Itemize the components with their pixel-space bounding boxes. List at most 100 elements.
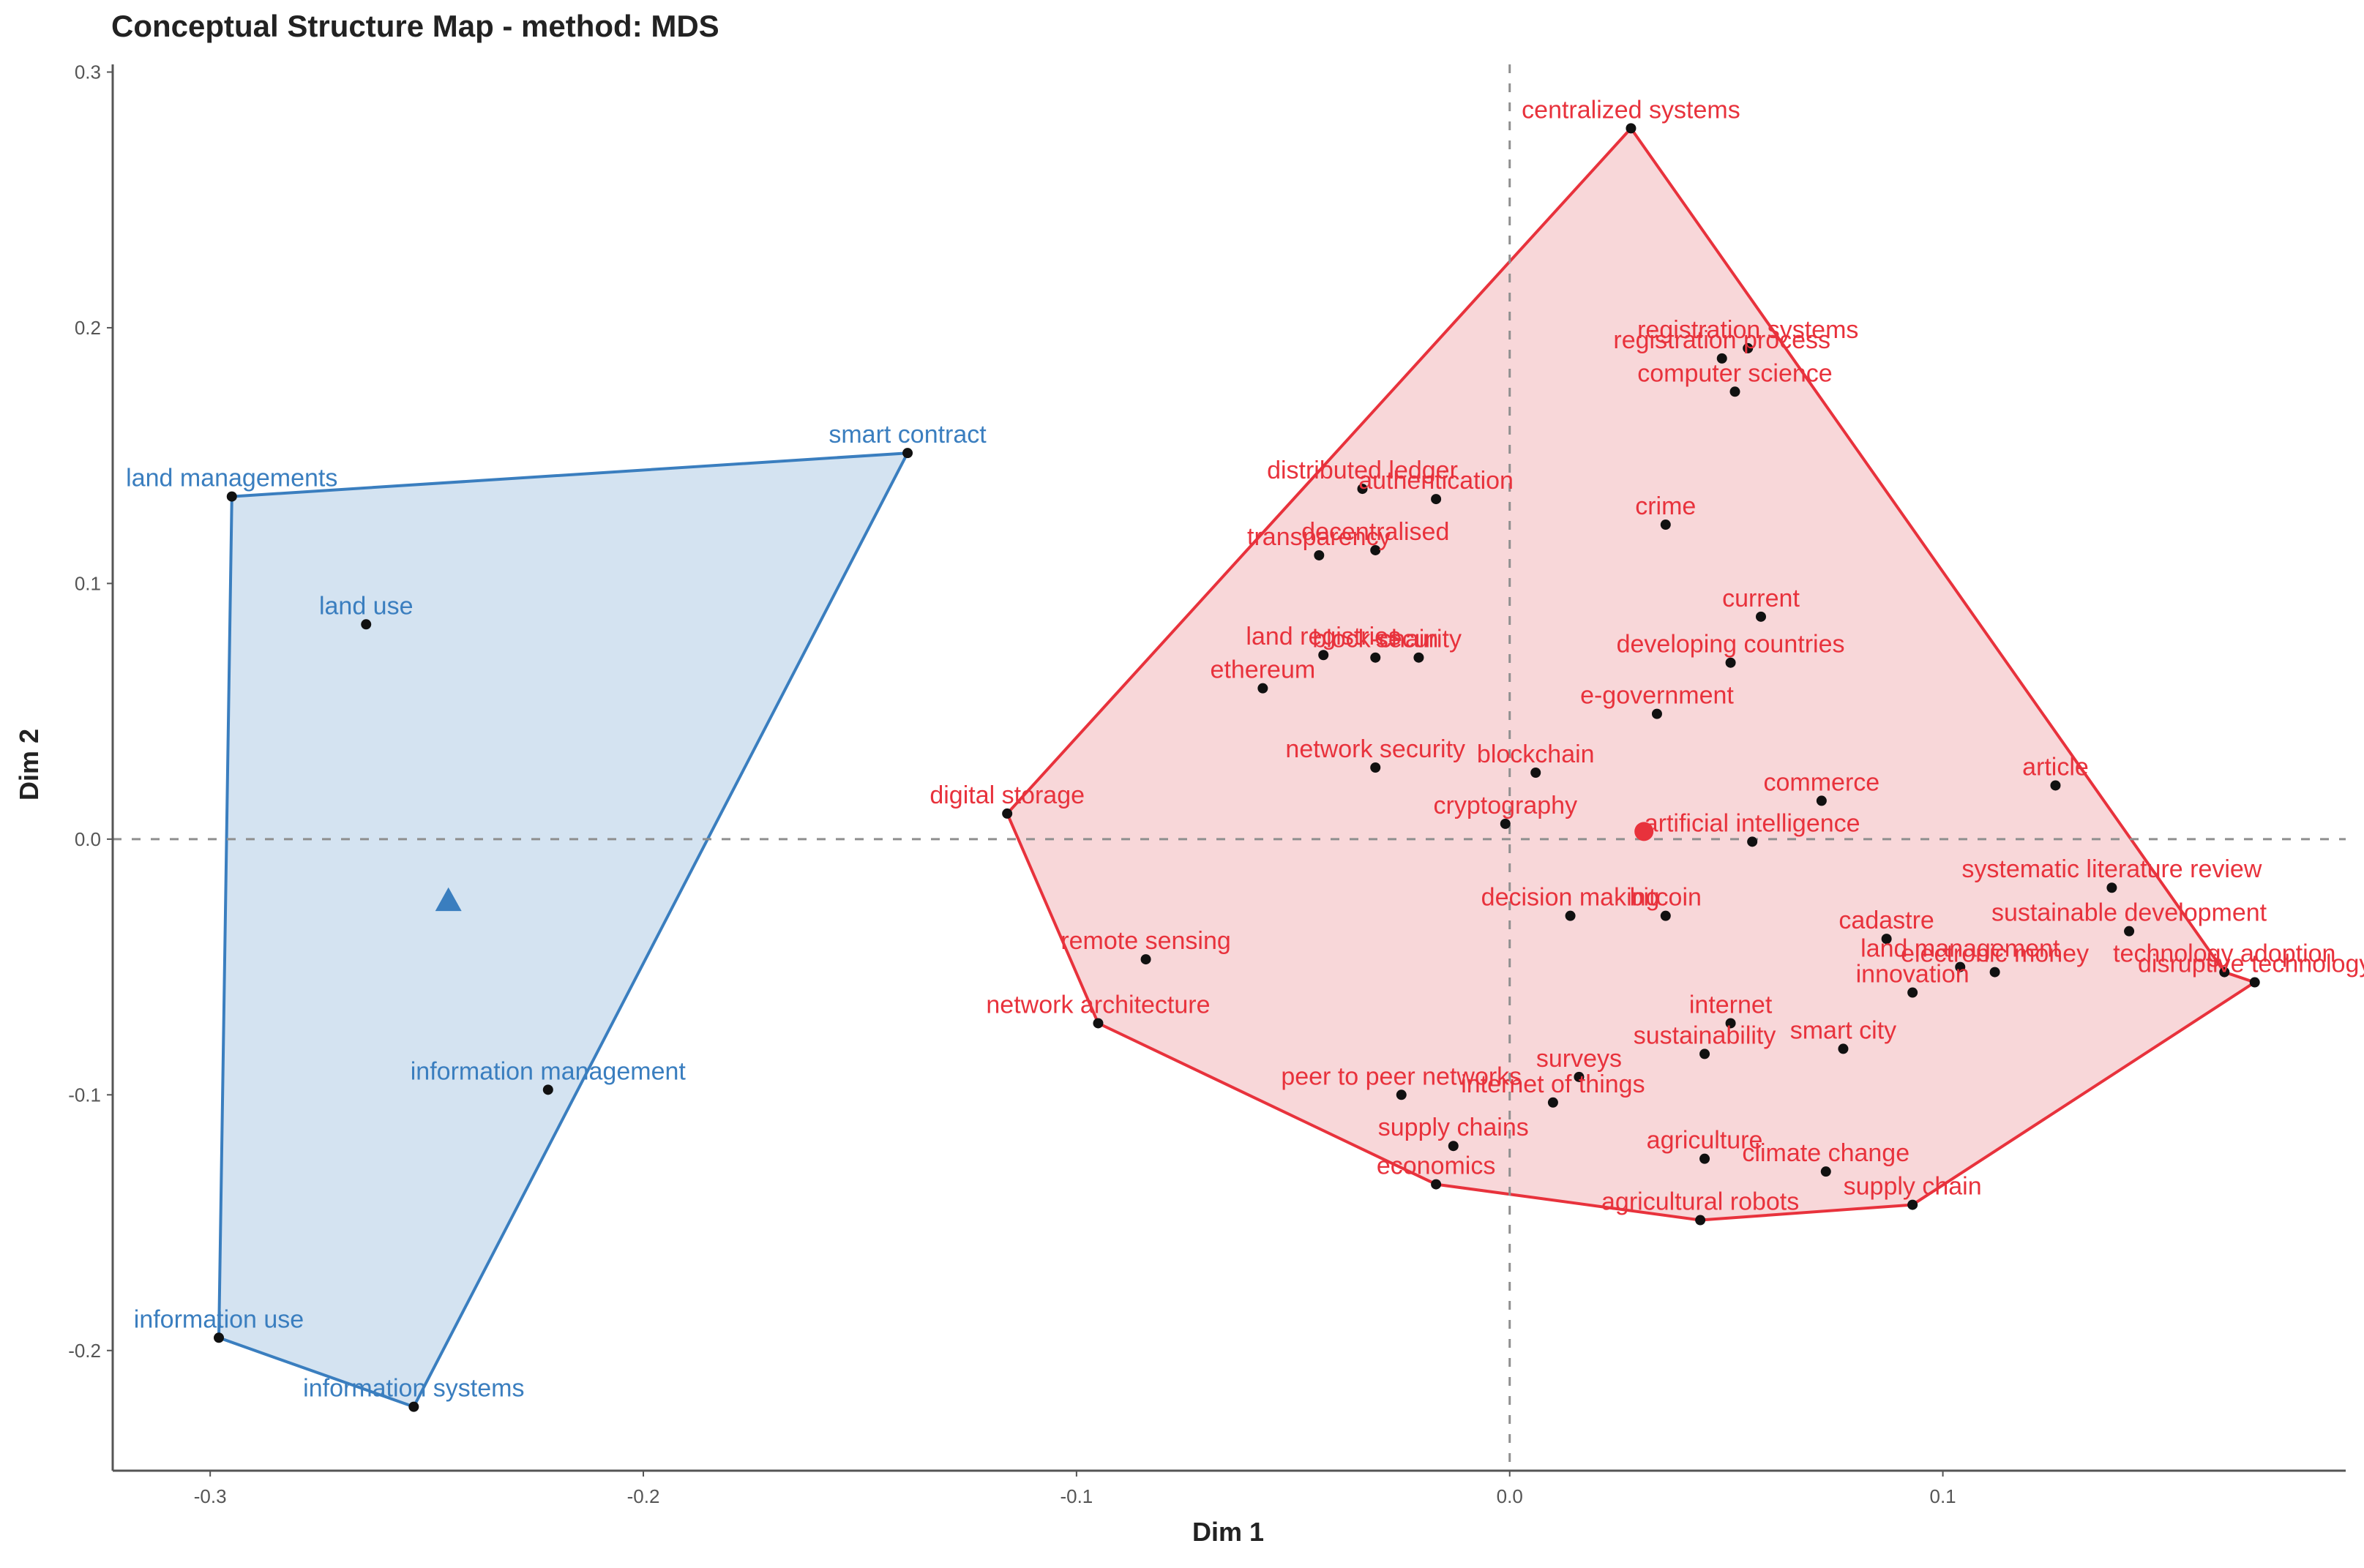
label-registration-process: registration process	[1613, 326, 1830, 354]
axes: -0.3 -0.2 -0.1 0.0 0.1 -0.2 -0.1 0.0 0.1 0.2 0.3	[68, 61, 2346, 1507]
point-labels: land managements smart contract land use in…	[126, 96, 2364, 1402]
point-cryptography	[1500, 818, 1511, 829]
label-technology-adoption: technology adoption	[2113, 940, 2335, 968]
label-article: article	[2022, 753, 2089, 781]
point-electronic-money	[1989, 967, 2000, 978]
point-blockchain	[1530, 767, 1541, 778]
label-blockchain: blockchain	[1477, 740, 1595, 768]
data-points	[214, 123, 2260, 1412]
point-sustainable-development	[2124, 926, 2135, 937]
label-disruptive-technology: disruptive technology	[2138, 950, 2364, 978]
cluster-1-centroid	[435, 887, 462, 912]
point-commerce	[1816, 795, 1827, 806]
point-authentication	[1431, 494, 1442, 505]
label-information-use: information use	[134, 1305, 304, 1333]
label-network-architecture: network architecture	[986, 991, 1210, 1019]
point-innovation	[1907, 987, 1918, 998]
y-tick-label: 0.1	[75, 572, 101, 594]
point-ethereum	[1257, 683, 1268, 694]
point-land-registries	[1318, 650, 1329, 661]
point-information-use	[214, 1332, 225, 1343]
label-transparency: transparency	[1247, 523, 1391, 551]
point-information-systems	[408, 1401, 419, 1412]
label-peer-to-peer-networks: peer to peer networks	[1281, 1062, 1522, 1090]
label-sustainable-development: sustainable development	[1991, 899, 2267, 927]
label-land-use: land use	[319, 592, 414, 620]
chart-title: Conceptual Structure Map - method: MDS	[111, 9, 719, 43]
label-security: security	[1376, 626, 1462, 653]
label-registration-systems: registration systems	[1637, 316, 1858, 344]
label-decentralised: decentralised	[1301, 518, 1449, 546]
point-sustainability	[1699, 1049, 1710, 1059]
point-artificial-intelligence	[1747, 836, 1758, 847]
point-economics	[1431, 1179, 1442, 1190]
x-tick-label: 0.1	[1929, 1485, 1956, 1507]
y-axis-label: Dim 2	[14, 729, 44, 800]
label-sustainability: sustainability	[1634, 1021, 1776, 1049]
label-surveys: surveys	[1536, 1045, 1622, 1073]
label-ethereum: ethereum	[1211, 656, 1316, 684]
point-crime	[1660, 519, 1671, 530]
point-agriculture	[1699, 1153, 1710, 1164]
label-electronic-money: electronic money	[1901, 940, 2089, 968]
point-bitcoin	[1660, 910, 1671, 921]
label-distributed-ledger: distributed ledger	[1267, 457, 1458, 484]
label-bitcoin: bitcoin	[1630, 884, 1702, 912]
label-centralized-systems: centralized systems	[1522, 96, 1740, 124]
point-smart-city	[1838, 1043, 1849, 1054]
label-block-chain: block-chain	[1312, 626, 1438, 653]
point-land-managements	[226, 491, 237, 502]
label-artificial-intelligence: artificial intelligence	[1645, 809, 1860, 837]
point-network-security	[1370, 762, 1381, 773]
label-land-management: land management	[1860, 935, 2060, 963]
x-tick-label: -0.3	[194, 1485, 227, 1507]
label-information-management: information management	[411, 1057, 687, 1085]
point-cadastre	[1881, 934, 1892, 945]
label-current: current	[1722, 585, 1800, 612]
point-developing-countries	[1725, 657, 1736, 668]
x-tick-label: -0.2	[627, 1485, 660, 1507]
point-article	[2050, 780, 2061, 791]
y-tick-label: 0.2	[75, 317, 101, 339]
label-remote-sensing: remote sensing	[1061, 927, 1230, 955]
point-remote-sensing	[1140, 954, 1151, 965]
point-surveys	[1574, 1071, 1585, 1082]
label-internet-of-things: internet of things	[1461, 1070, 1645, 1098]
label-land-managements: land managements	[126, 465, 337, 492]
point-internet	[1725, 1018, 1736, 1029]
label-computer-science: computer science	[1637, 359, 1832, 387]
label-authentication: authentication	[1358, 467, 1514, 495]
label-smart-city: smart city	[1790, 1016, 1896, 1044]
label-cadastre: cadastre	[1839, 907, 1934, 934]
label-crime: crime	[1635, 492, 1696, 520]
x-axis-label: Dim 1	[1192, 1517, 1264, 1547]
x-tick-label: -0.1	[1060, 1485, 1093, 1507]
point-climate-change	[1820, 1166, 1831, 1177]
point-disruptive-technology	[2249, 977, 2260, 988]
point-computer-science	[1729, 386, 1740, 397]
label-digital-storage: digital storage	[929, 781, 1085, 809]
label-agriculture: agriculture	[1647, 1127, 1763, 1155]
point-centralized-systems	[1626, 123, 1637, 134]
point-registration-process	[1716, 353, 1727, 364]
y-tick-label: 0.3	[75, 61, 101, 83]
point-registration-systems	[1743, 342, 1754, 353]
label-supply-chain: supply chain	[1844, 1173, 1982, 1201]
point-technology-adoption	[2219, 967, 2230, 978]
point-information-management	[542, 1084, 553, 1095]
point-smart-contract	[902, 448, 913, 459]
label-systematic-literature-review: systematic literature review	[1961, 855, 2262, 883]
point-decision-making	[1565, 910, 1576, 921]
y-tick-label: -0.1	[68, 1084, 101, 1106]
label-land-registries: land registries	[1246, 623, 1401, 650]
point-land-management	[1955, 961, 1966, 972]
point-network-architecture	[1093, 1018, 1104, 1029]
point-security	[1413, 652, 1424, 663]
point-peer-to-peer-networks	[1396, 1089, 1407, 1100]
point-transparency	[1314, 549, 1325, 560]
label-economics: economics	[1377, 1152, 1496, 1180]
label-smart-contract: smart contract	[828, 421, 987, 449]
point-e-government	[1651, 708, 1662, 719]
